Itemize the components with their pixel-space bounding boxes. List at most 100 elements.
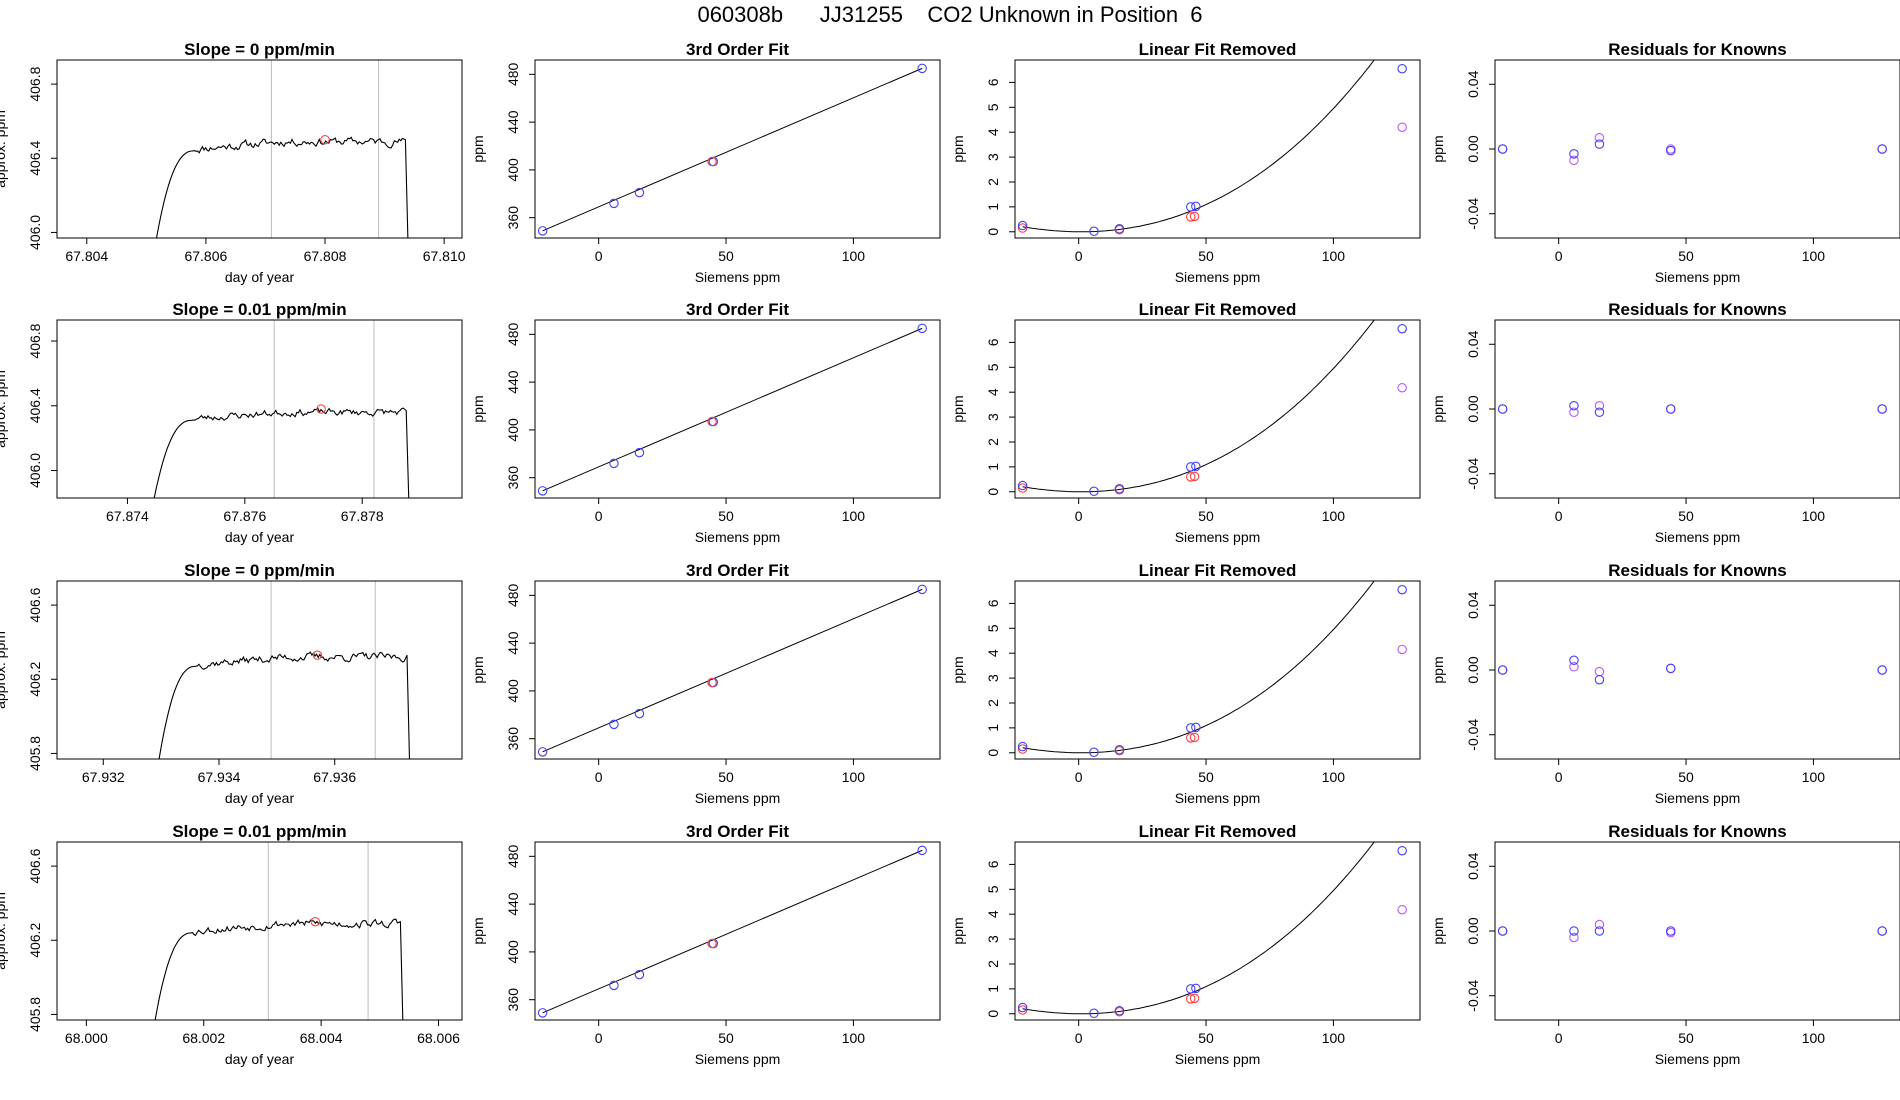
- residual-point-blue: [1497, 404, 1508, 414]
- y-tick-label: 0.04: [1465, 70, 1481, 97]
- plot-frame: [1494, 319, 1900, 499]
- y-tick-label: 0.00: [1465, 917, 1481, 944]
- x-axis-label: Siemens ppm: [1175, 1051, 1261, 1067]
- known-point: [1186, 984, 1196, 994]
- known-point: [1191, 201, 1201, 212]
- x-tick-label: 0: [1555, 248, 1563, 264]
- fit-curve: [1022, 320, 1375, 493]
- known-point: [1114, 1006, 1125, 1016]
- x-tick-label: 0: [595, 769, 603, 785]
- x-tick-label: 100: [1322, 508, 1346, 524]
- y-axis-label: ppm: [1430, 395, 1446, 422]
- panel-title: Slope = 0.01 ppm/min: [172, 822, 346, 841]
- known-point: [917, 584, 927, 595]
- y-tick-label: 2: [985, 699, 1001, 707]
- unknown-point: [1186, 472, 1196, 482]
- x-tick-label: 0: [1555, 769, 1563, 785]
- residual-point-blue: [1877, 665, 1887, 675]
- y-tick-label: 0: [985, 1010, 1001, 1018]
- panel-r1-linear: Linear Fit Removed Siemens ppm ppm 0 50 100 0 1…: [950, 40, 1421, 285]
- plot-frame: [534, 841, 941, 1021]
- ppm-trace: [154, 918, 404, 1020]
- y-tick-label: 406.0: [27, 453, 43, 488]
- y-tick-label: 0.04: [1465, 852, 1481, 879]
- panel-title: Residuals for Knowns: [1608, 822, 1787, 841]
- y-tick-label: 360: [505, 988, 521, 1012]
- plot-frame: [1494, 59, 1900, 239]
- mean-point: [316, 404, 326, 414]
- residual-point-blue: [1666, 145, 1676, 156]
- y-tick-label: 405.8: [27, 997, 43, 1032]
- page-title: 060308b JJ31255 CO2 Unknown in Position …: [697, 2, 1203, 27]
- x-tick-label: 0: [1075, 1030, 1083, 1046]
- x-tick-label: 67.874: [106, 508, 149, 524]
- residual-point-violet: [1594, 666, 1605, 677]
- residual-point-blue: [1594, 926, 1605, 936]
- known-point: [1089, 1008, 1099, 1019]
- ppm-trace: [155, 136, 409, 238]
- x-tick-label: 100: [842, 1030, 866, 1046]
- y-tick-label: 5: [985, 885, 1001, 893]
- known-point: [1089, 747, 1099, 758]
- unknown-point: [1189, 471, 1200, 482]
- x-tick-label: 100: [1322, 248, 1346, 264]
- known-point: [1089, 226, 1099, 237]
- x-axis-label: Siemens ppm: [695, 790, 781, 806]
- y-tick-label: 0: [985, 488, 1001, 496]
- x-tick-label: 50: [718, 1030, 734, 1046]
- violet-point: [1397, 644, 1407, 655]
- panel-r4-resid: Residuals for Knowns Siemens ppm ppm 0 50 100…: [1430, 822, 1900, 1067]
- y-axis-label: ppm: [950, 656, 966, 683]
- x-tick-label: 50: [718, 769, 734, 785]
- plot-frame: [56, 841, 463, 1021]
- y-tick-label: 480: [505, 844, 521, 868]
- violet-point: [1397, 122, 1407, 132]
- known-point: [917, 845, 927, 856]
- x-tick-label: 67.934: [198, 769, 241, 785]
- x-tick-label: 67.936: [313, 769, 356, 785]
- panel-title: Residuals for Knowns: [1608, 300, 1787, 319]
- plot-frame: [56, 59, 463, 239]
- y-tick-label: 1: [985, 463, 1001, 471]
- y-axis-label: ppm: [1430, 656, 1446, 683]
- plot-area: [537, 584, 927, 757]
- x-tick-label: 100: [1802, 508, 1826, 524]
- residual-point-blue: [1594, 674, 1605, 685]
- known-point: [537, 486, 548, 496]
- plot-area: [153, 320, 410, 498]
- x-tick-label: 100: [1322, 1030, 1346, 1046]
- plot-area: [1017, 60, 1407, 237]
- plot-area: [1497, 655, 1887, 685]
- y-tick-label: 406.4: [27, 141, 43, 176]
- violet-point: [1397, 382, 1407, 393]
- y-tick-label: 406.0: [27, 215, 43, 250]
- panel-title: Slope = 0 ppm/min: [184, 40, 335, 59]
- x-tick-label: 67.876: [223, 508, 266, 524]
- plot-frame: [1494, 841, 1900, 1021]
- y-tick-label: 480: [505, 62, 521, 86]
- residual-point-blue: [1666, 663, 1676, 674]
- x-tick-label: 50: [718, 248, 734, 264]
- y-tick-label: 400: [505, 679, 521, 703]
- residual-point-blue: [1594, 139, 1605, 149]
- y-tick-label: 4: [985, 910, 1001, 918]
- y-tick-label: 400: [505, 940, 521, 964]
- y-axis-label: approx. ppm: [0, 370, 8, 448]
- y-tick-label: 5: [985, 624, 1001, 632]
- y-tick-label: 4: [985, 388, 1001, 396]
- y-tick-label: 1: [985, 724, 1001, 732]
- residual-point-violet: [1594, 401, 1605, 411]
- fit-curve: [1022, 60, 1375, 233]
- y-tick-label: 3: [985, 674, 1001, 682]
- y-axis-label: ppm: [1430, 917, 1446, 944]
- residual-point-blue: [1569, 655, 1579, 666]
- panel-title: 3rd Order Fit: [686, 300, 789, 319]
- unknown-point: [1189, 732, 1200, 743]
- y-axis-label: approx. ppm: [0, 892, 8, 970]
- plot-frame: [534, 580, 941, 760]
- y-axis-label: ppm: [470, 395, 486, 422]
- known-point: [1114, 484, 1125, 494]
- known-point: [1114, 745, 1125, 755]
- x-axis-label: day of year: [225, 529, 295, 545]
- y-axis-label: ppm: [950, 917, 966, 944]
